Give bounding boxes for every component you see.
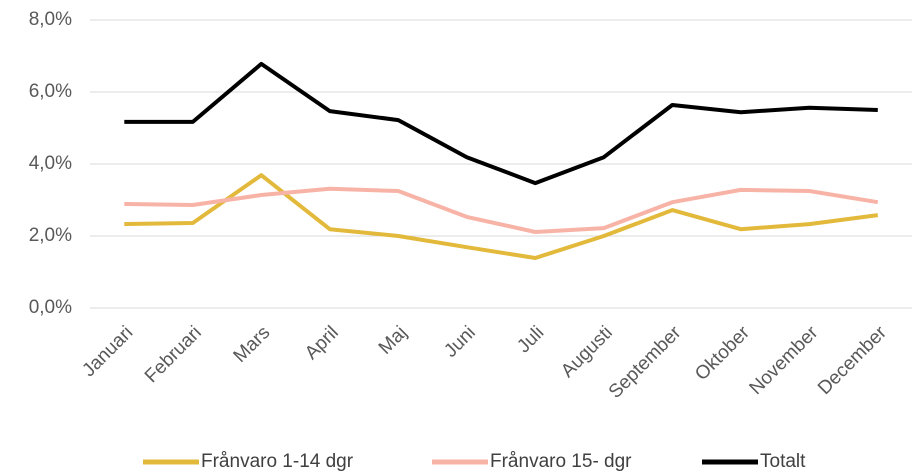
y-tick-label: 6,0% xyxy=(29,81,72,102)
legend-label: Totalt xyxy=(760,451,806,472)
x-tick-label: Juli xyxy=(513,322,548,357)
x-tick-label: Mars xyxy=(230,322,275,367)
x-tick-label: Oktober xyxy=(691,322,754,385)
y-tick-label: 8,0% xyxy=(29,9,72,30)
legend-label: Frånvaro 15- dgr xyxy=(490,451,632,472)
series-line xyxy=(124,186,879,234)
series-line xyxy=(124,61,878,186)
y-tick-label: 2,0% xyxy=(29,225,72,246)
y-tick-label: 0,0% xyxy=(29,297,72,318)
x-tick-label: Augusti xyxy=(557,322,617,382)
y-tick-label: 4,0% xyxy=(29,153,72,174)
x-tick-label: Maj xyxy=(375,322,412,359)
legend-label: Frånvaro 1-14 dgr xyxy=(201,451,354,472)
x-tick-label: Januari xyxy=(78,322,137,381)
x-tick-label: Februari xyxy=(141,322,206,387)
x-tick-label: November xyxy=(746,322,823,399)
legend: Frånvaro 1-14 dgr Frånvaro 15- dgr Totalt xyxy=(143,451,806,472)
x-tick-label: December xyxy=(814,322,891,399)
series-line xyxy=(124,173,879,260)
x-tick-label: September xyxy=(605,322,686,403)
x-tick-label: Juni xyxy=(440,322,479,361)
x-tick-label: April xyxy=(301,322,343,364)
